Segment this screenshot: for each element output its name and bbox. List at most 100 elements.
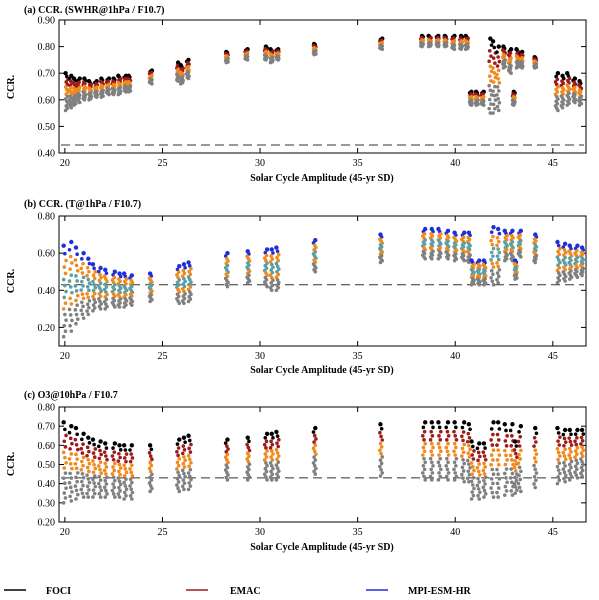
panel-2-point xyxy=(183,440,187,444)
panel-2-point xyxy=(575,452,579,456)
panel-1-cluster-18 xyxy=(262,247,270,289)
panel-2-point xyxy=(453,453,458,457)
panel-1-point xyxy=(80,292,85,296)
panel-2-point xyxy=(86,435,91,440)
panel-2-point xyxy=(439,429,443,434)
panel-2-point xyxy=(314,437,318,441)
panel-2-point xyxy=(504,444,509,448)
panel-2-point xyxy=(489,486,493,490)
panel-0-point xyxy=(491,56,496,60)
panel-2-point xyxy=(124,459,128,464)
panel-2-point xyxy=(150,457,154,462)
panel-2-point xyxy=(87,441,92,445)
panel-2-point xyxy=(102,485,107,490)
panel-2-point xyxy=(422,449,427,454)
panel-2-point xyxy=(508,476,513,480)
panel-1-point xyxy=(62,323,67,328)
panel-1-point xyxy=(182,271,187,276)
panel-2-point xyxy=(262,472,267,477)
panel-2-point xyxy=(495,490,499,495)
panel-1-point xyxy=(555,255,560,260)
panel-2-point xyxy=(69,499,74,503)
panel-2-point xyxy=(437,425,442,430)
panel-0-cluster-9 xyxy=(110,76,117,97)
panel-2-point xyxy=(102,468,107,473)
panel-2-point xyxy=(122,480,126,485)
panel-1-point xyxy=(177,278,182,282)
panel-2-point xyxy=(91,477,95,482)
panel-2-point xyxy=(61,450,66,455)
panel-1-cluster-20 xyxy=(274,245,281,293)
panel-1-point xyxy=(495,235,500,240)
panel-2-point xyxy=(245,457,249,461)
panel-2-point xyxy=(85,484,90,489)
panel-2-point xyxy=(270,458,275,462)
panel-2-point xyxy=(532,482,536,486)
panel-2-point xyxy=(124,452,129,456)
panel-2-point xyxy=(148,454,153,458)
panel-0-point xyxy=(264,58,268,62)
panel-2-point xyxy=(75,447,80,452)
panel-1-cluster-25 xyxy=(436,226,443,261)
panel-2-point xyxy=(148,475,152,480)
panel-2-point xyxy=(513,469,518,473)
panel-1-point xyxy=(81,261,85,266)
panel-2-point xyxy=(514,478,519,483)
panel-0-point xyxy=(380,47,385,52)
panel-2-point xyxy=(93,466,98,471)
panel-1-point xyxy=(177,301,182,306)
panel-1-point xyxy=(490,261,495,266)
panel-2-point xyxy=(445,467,450,472)
panel-2-cluster-27 xyxy=(452,420,459,482)
panel-2-point xyxy=(482,472,487,476)
panel-1-point xyxy=(105,279,109,284)
panel-1-point xyxy=(495,243,499,248)
panel-0-ytick-label-4: 0.80 xyxy=(38,42,56,53)
panel-0-point xyxy=(509,71,513,75)
panel-1-cluster-38 xyxy=(516,228,524,259)
panel-2-point xyxy=(569,450,573,454)
panel-2-point xyxy=(62,466,67,470)
panel-2-point xyxy=(130,474,135,478)
panel-2-point xyxy=(454,445,458,450)
panel-2-point xyxy=(311,446,316,451)
panel-2-point xyxy=(475,446,480,451)
panel-2-point xyxy=(75,479,79,484)
panel-2-point xyxy=(182,465,187,469)
panel-0-point xyxy=(224,60,229,65)
panel-2-point xyxy=(446,460,450,465)
panel-2-point xyxy=(483,446,487,450)
panel-2-point xyxy=(274,447,279,452)
panel-1-point xyxy=(557,278,562,283)
panel-1-point xyxy=(91,303,96,307)
panel-2-point xyxy=(177,473,182,478)
panel-0-point xyxy=(474,103,478,107)
panel-2-point xyxy=(460,446,465,451)
panel-1-point xyxy=(70,290,74,295)
panel-2-point xyxy=(580,445,584,449)
panel-2-point xyxy=(187,474,192,479)
panel-1-point xyxy=(176,270,181,275)
panel-2-point xyxy=(446,453,451,457)
panel-1-point xyxy=(92,306,97,310)
panel-2-cluster-16 xyxy=(223,437,230,482)
panel-2-point xyxy=(518,457,523,461)
panel-1-point xyxy=(92,291,97,296)
panel-1-point xyxy=(557,252,562,257)
panel-1-point xyxy=(87,270,91,274)
panel-2-point xyxy=(117,479,122,484)
panel-0-point xyxy=(493,75,498,80)
panel-1-point xyxy=(225,284,230,289)
panel-1-point xyxy=(121,271,127,276)
panel-1-point xyxy=(489,230,494,234)
panel-0-point xyxy=(487,59,491,64)
panel-0-point xyxy=(489,102,493,106)
panel-2-point xyxy=(96,464,101,468)
panel-2-point xyxy=(275,472,279,476)
panel-2-point xyxy=(124,470,129,475)
panel-0-cluster-47 xyxy=(577,78,584,107)
panel-0-point xyxy=(111,92,116,97)
panel-2-point xyxy=(276,444,281,449)
panel-2-point xyxy=(269,431,274,437)
panel-2-point xyxy=(517,430,521,434)
